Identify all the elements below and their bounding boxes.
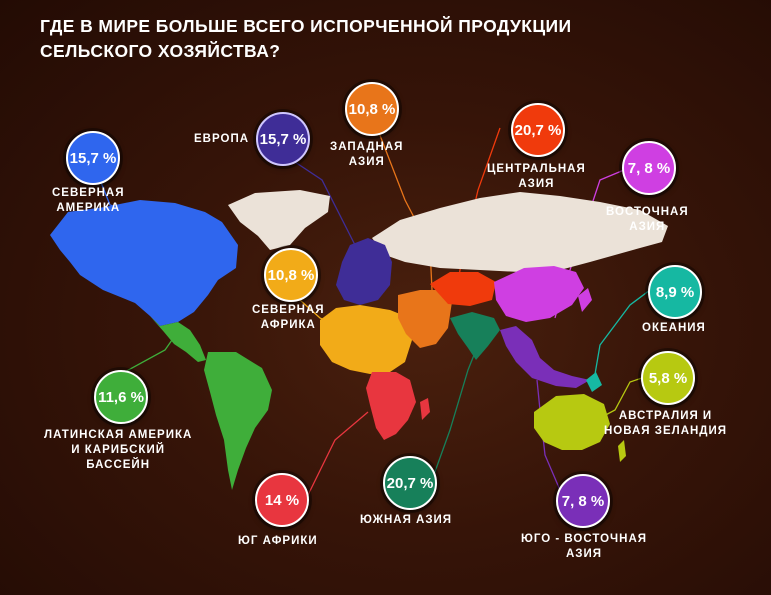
connector-australia <box>599 377 643 419</box>
australia-percent: 5,8 % <box>648 369 688 387</box>
connector-oceania <box>593 289 651 381</box>
australia <box>534 394 610 450</box>
europe <box>336 238 392 305</box>
south-asia-percent: 20,7 % <box>386 474 434 492</box>
south-africa-region <box>366 372 416 440</box>
central-america <box>150 316 206 362</box>
title-line-1: ГДЕ В МИРЕ БОЛЬШЕ ВСЕГО ИСПОРЧЕННОЙ ПРОД… <box>40 16 572 36</box>
south-africa-percent-badge: 14 % <box>255 473 309 527</box>
madagascar <box>420 398 430 420</box>
central-asia-percent-badge: 20,7 % <box>511 103 565 157</box>
greenland <box>228 190 330 250</box>
east-asia-percent: 7, 8 % <box>627 159 671 177</box>
australia-label: АВСТРАЛИЯ И НОВАЯ ЗЕЛАНДИЯ <box>604 410 728 437</box>
south-africa-percent: 14 % <box>264 491 300 509</box>
north-africa-percent-badge: 10,8 % <box>264 248 318 302</box>
central-asia-percent: 20,7 % <box>514 121 562 139</box>
east-asia-percent-badge: 7, 8 % <box>622 141 676 195</box>
russia <box>372 192 668 272</box>
west-asia-percent: 10,8 % <box>348 100 396 118</box>
australia-percent-badge: 5,8 % <box>641 351 695 405</box>
north-america-percent: 15,7 % <box>69 149 117 167</box>
north-america-percent-badge: 15,7 % <box>66 131 120 185</box>
north-america-label: СЕВЕРНАЯ АМЕРИКА <box>52 187 125 214</box>
south-asia <box>450 312 500 360</box>
europe-percent: 15,7 % <box>259 130 307 148</box>
oceania-percent-badge: 8,9 % <box>648 265 702 319</box>
page-title: ГДЕ В МИРЕ БОЛЬШЕ ВСЕГО ИСПОРЧЕННОЙ ПРОД… <box>40 14 680 64</box>
japan <box>578 288 592 312</box>
east-asia-label: ВОСТОЧНАЯ АЗИЯ <box>606 206 689 233</box>
europe-label: ЕВРОПА <box>194 133 250 145</box>
north-africa <box>320 305 412 374</box>
south-asia-percent-badge: 20,7 % <box>383 456 437 510</box>
east-asia <box>494 266 584 322</box>
southeast-asia-percent-badge: 7, 8 % <box>556 474 610 528</box>
southeast-asia <box>500 326 590 388</box>
europe-percent-badge: 15,7 % <box>256 112 310 166</box>
north-america <box>50 200 238 326</box>
southeast-asia-percent: 7, 8 % <box>561 492 605 510</box>
new-zealand <box>618 440 626 462</box>
central-asia <box>430 272 496 306</box>
southeast-asia-label: ЮГО - ВОСТОЧНАЯ АЗИЯ <box>521 533 648 560</box>
oceania-label: ОКЕАНИЯ <box>642 322 706 334</box>
oceania-islands <box>586 372 602 392</box>
oceania-percent: 8,9 % <box>655 283 695 301</box>
title-line-2: СЕЛЬСКОГО ХОЗЯЙСТВА? <box>40 41 281 61</box>
central-asia-label: ЦЕНТРАЛЬНАЯ АЗИЯ <box>487 163 586 190</box>
south-america <box>204 352 272 490</box>
connector-south-asia <box>431 344 479 481</box>
connector-south-africa <box>307 411 369 496</box>
west-asia-percent-badge: 10,8 % <box>345 82 399 136</box>
north-africa-label: СЕВЕРНАЯ АФРИКА <box>252 304 325 331</box>
south-africa-label: ЮГ АФРИКИ <box>238 535 318 547</box>
latin-america-percent-badge: 11,6 % <box>94 370 148 424</box>
west-asia-label: ЗАПАДНАЯ АЗИЯ <box>330 141 404 168</box>
west-asia <box>398 290 452 348</box>
north-africa-percent: 10,8 % <box>267 266 315 284</box>
south-asia-label: ЮЖНАЯ АЗИЯ <box>360 514 453 526</box>
latin-america-label: ЛАТИНСКАЯ АМЕРИКА И КАРИБСКИЙ БАССЕЙН <box>44 429 193 471</box>
latin-america-percent: 11,6 % <box>98 388 144 406</box>
